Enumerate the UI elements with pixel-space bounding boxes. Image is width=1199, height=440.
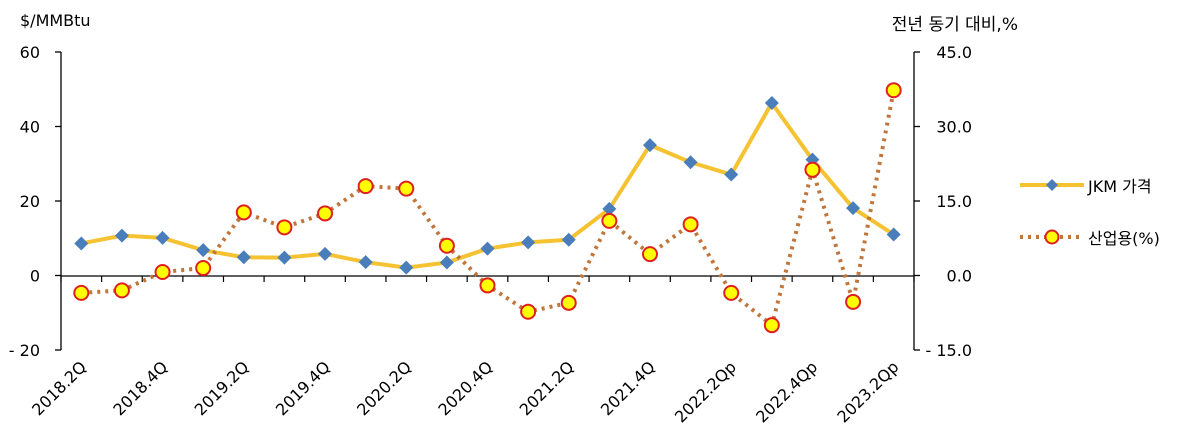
industrial-point: [317, 205, 334, 222]
jkm-price-point: [480, 241, 495, 256]
x-axis-tick-label: 2022.2Qp: [671, 357, 740, 426]
series-markers: [73, 82, 902, 334]
jkm-price-point: [358, 255, 373, 270]
industrial-point: [682, 216, 699, 233]
jkm-price-point: [602, 201, 617, 216]
industrial-point: [763, 317, 780, 334]
industrial-point: [73, 284, 90, 301]
x-axis-tick-label: 2019.2Q: [191, 357, 253, 419]
jkm-price-point: [724, 167, 739, 182]
jkm-price-point: [114, 228, 129, 243]
jkm-price-point: [561, 232, 576, 247]
right-axis-tick-label: 0.0: [947, 267, 972, 286]
left-axis-tick-label: 0: [30, 267, 40, 286]
jkm-price-point: [439, 255, 454, 270]
axes: [55, 51, 920, 351]
industrial-point: [641, 246, 658, 263]
left-axis-tick-label: - 20: [9, 341, 40, 360]
x-axis-tick-label: 2019.4Q: [272, 357, 334, 419]
industrial-point: [479, 277, 496, 294]
industrial-point: [438, 237, 455, 254]
left-axis-title: $/MMBtu: [20, 11, 91, 30]
x-axis-tick-label: 2018.2Q: [28, 357, 90, 419]
industrial-point: [113, 282, 130, 299]
legend-item-industrial: 산업용(%): [1020, 225, 1190, 249]
legend-item-jkm: JKM 가격: [1020, 173, 1190, 197]
jkm-price-point: [886, 227, 901, 242]
right-axis-title: 전년 동기 대비,%: [892, 15, 1018, 35]
industrial-point: [520, 303, 537, 320]
legend-swatch-industrial: [1020, 229, 1084, 245]
x-axis-tick-label: 2021.4Q: [597, 357, 659, 419]
x-axis-tick-label: 2020.2Q: [353, 357, 415, 419]
industrial-point: [154, 264, 171, 281]
right-axis-tick-label: 15.0: [936, 192, 972, 211]
jkm-price-point: [196, 243, 211, 258]
jkm-price-point: [277, 250, 292, 265]
right-axis-tick-label: - 15.0: [926, 341, 972, 360]
right-axis-tick-label: 30.0: [936, 118, 972, 137]
left-axis-tick-label: 60: [20, 43, 40, 62]
jkm-price-point: [399, 260, 414, 275]
industrial-point: [560, 294, 577, 311]
jkm-price-point: [155, 230, 170, 245]
x-axis-tick-label: 2020.4Q: [434, 357, 496, 419]
industrial-point: [601, 212, 618, 229]
industrial-point: [195, 260, 212, 277]
industrial-point: [276, 219, 293, 236]
x-axis-tick-label: 2022.4Qp: [752, 357, 821, 426]
tick-labels: 60 45.0 40 30.0 20 15.0 0 0.0 - 20 - 15.0 2018.2Q 2…: [9, 43, 972, 427]
jkm-price-point: [74, 236, 89, 251]
jkm-price-point: [683, 155, 698, 170]
legend-label-jkm: JKM 가격: [1088, 177, 1152, 196]
left-axis-tick-label: 40: [20, 118, 40, 137]
x-axis-tick-label: 2023.2Qp: [833, 357, 902, 426]
industrial-point: [804, 161, 821, 178]
industrial-point: [235, 204, 252, 221]
industrial-point: [845, 293, 862, 310]
industrial-point: [885, 82, 902, 99]
jkm-price-point: [236, 250, 251, 265]
industrial-point: [723, 284, 740, 301]
x-axis-tick-label: 2021.2Q: [516, 357, 578, 419]
legend-swatch-jkm: [1020, 179, 1084, 191]
jkm-price-point: [764, 96, 779, 111]
jkm-price-point: [846, 201, 861, 216]
jkm-price-point: [642, 138, 657, 153]
industrial-point: [398, 180, 415, 197]
right-axis-tick-label: 45.0: [936, 43, 972, 62]
legend-label-industrial: 산업용(%): [1088, 229, 1160, 248]
left-axis-tick-label: 20: [20, 192, 40, 211]
x-axis-tick-label: 2018.4Q: [109, 357, 171, 419]
industrial-point: [357, 178, 374, 195]
jkm-price-point: [318, 246, 333, 261]
jkm-price-point: [521, 235, 536, 250]
